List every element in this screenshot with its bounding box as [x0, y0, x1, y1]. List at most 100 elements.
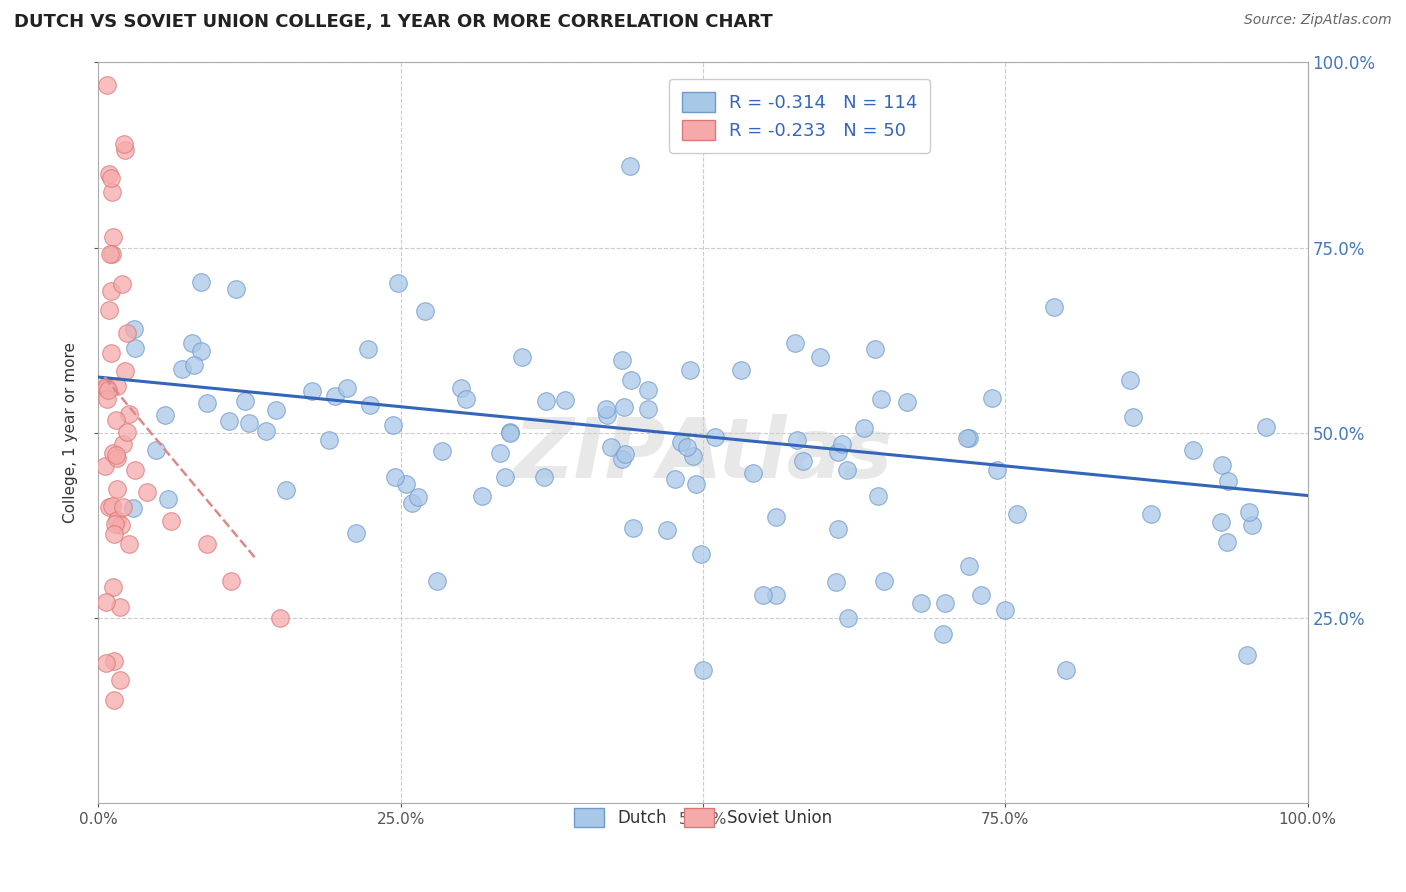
Point — [107, 482, 129, 496]
Point — [98, 500, 121, 514]
Point — [94, 595, 117, 609]
Point — [100, 284, 122, 298]
Point — [865, 342, 887, 356]
Point — [1256, 420, 1278, 434]
Point — [825, 574, 848, 589]
Point — [765, 510, 787, 524]
Point — [103, 446, 125, 460]
Point — [430, 443, 453, 458]
Point — [122, 500, 145, 515]
Point — [318, 433, 340, 447]
Point — [896, 395, 918, 409]
Point — [957, 558, 980, 573]
Point — [145, 443, 167, 458]
Point — [1122, 410, 1144, 425]
Point — [595, 402, 617, 417]
Point — [1216, 534, 1239, 549]
Y-axis label: College, 1 year or more: College, 1 year or more — [63, 343, 79, 523]
Point — [114, 143, 136, 157]
Point — [98, 247, 121, 261]
Point — [852, 421, 875, 435]
Point — [1139, 507, 1161, 521]
Point — [613, 447, 636, 461]
Point — [1005, 507, 1028, 521]
Point — [124, 341, 146, 355]
Point — [741, 466, 763, 480]
Point — [112, 136, 135, 151]
Point — [498, 425, 520, 440]
Point — [932, 627, 955, 641]
Point — [613, 400, 636, 414]
Point — [160, 515, 183, 529]
Point — [108, 600, 131, 615]
Point — [870, 392, 893, 406]
Point — [103, 654, 125, 668]
Point — [620, 373, 643, 387]
Point — [105, 379, 128, 393]
Point — [596, 409, 619, 423]
Text: Source: ZipAtlas.com: Source: ZipAtlas.com — [1244, 13, 1392, 28]
Point — [1054, 663, 1077, 677]
Point — [910, 596, 932, 610]
Point — [104, 448, 127, 462]
Point — [835, 463, 858, 477]
Point — [1042, 300, 1064, 314]
Point — [837, 610, 859, 624]
Point — [103, 693, 125, 707]
Point — [1216, 475, 1239, 489]
Point — [554, 392, 576, 407]
Point — [675, 440, 697, 454]
Point — [1236, 648, 1258, 662]
Point — [108, 673, 131, 687]
Point — [183, 359, 205, 373]
Point — [101, 246, 124, 260]
Point — [669, 434, 692, 449]
Point — [100, 170, 122, 185]
Point — [934, 596, 956, 610]
Point — [1209, 515, 1232, 529]
Point — [637, 401, 659, 416]
Point — [679, 363, 702, 377]
Point — [156, 491, 179, 506]
Point — [956, 431, 979, 445]
Point — [637, 383, 659, 397]
Point — [325, 389, 347, 403]
Point — [266, 403, 288, 417]
Point — [97, 383, 120, 397]
Point — [218, 414, 240, 428]
Point — [786, 433, 808, 447]
Legend: Dutch, Soviet Union: Dutch, Soviet Union — [562, 797, 844, 838]
Point — [1211, 458, 1233, 473]
Point — [96, 656, 118, 670]
Point — [117, 425, 139, 439]
Point — [94, 381, 117, 395]
Point — [685, 476, 707, 491]
Point — [792, 454, 814, 468]
Point — [808, 351, 831, 365]
Point — [117, 407, 139, 421]
Point — [274, 483, 297, 497]
Point — [986, 463, 1008, 477]
Point — [1181, 443, 1204, 458]
Point — [335, 381, 357, 395]
Point — [866, 490, 889, 504]
Point — [225, 282, 247, 296]
Point — [96, 78, 118, 93]
Point — [118, 536, 141, 550]
Point — [111, 437, 134, 451]
Point — [359, 398, 381, 412]
Point — [655, 523, 678, 537]
Point — [195, 536, 218, 550]
Point — [124, 462, 146, 476]
Point — [785, 335, 807, 350]
Point — [401, 496, 423, 510]
Point — [221, 574, 243, 588]
Point — [195, 396, 218, 410]
Point — [122, 322, 145, 336]
Point — [180, 336, 202, 351]
Point — [619, 159, 641, 173]
Point — [94, 379, 117, 393]
Point — [600, 441, 623, 455]
Point — [110, 517, 132, 532]
Point — [115, 326, 138, 341]
